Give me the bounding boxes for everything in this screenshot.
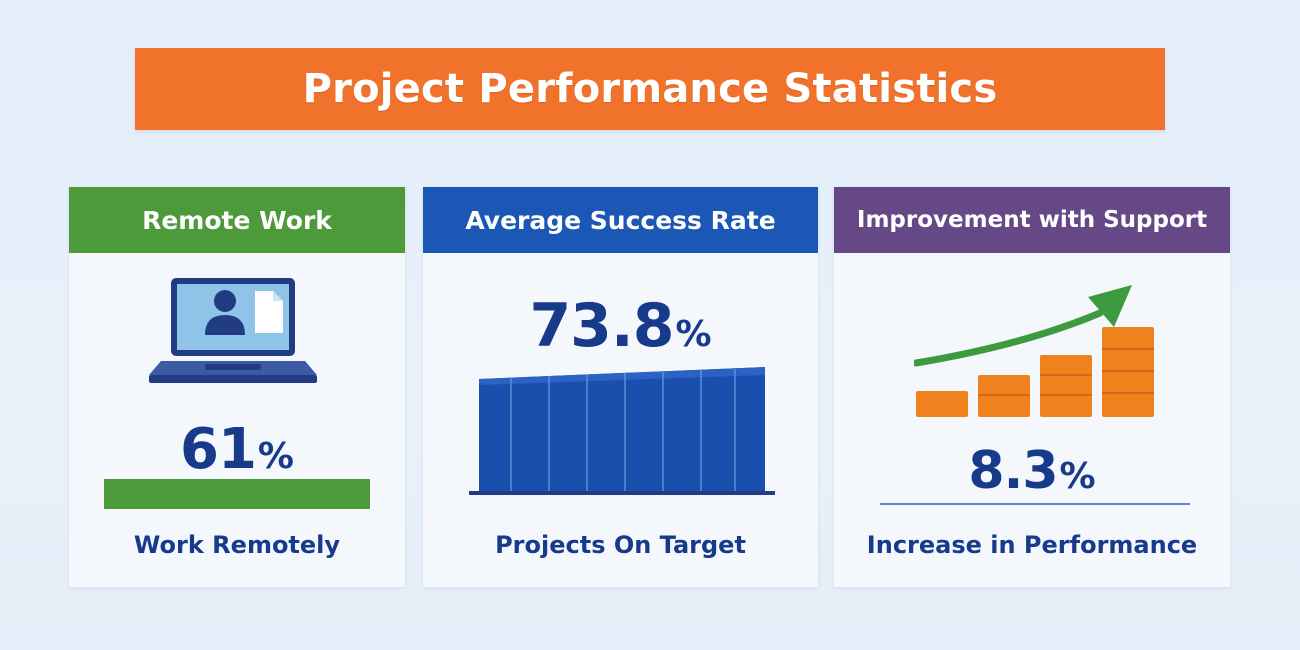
remote-caption: Work Remotely [133, 531, 341, 559]
card-header-remote: Remote Work [69, 187, 405, 253]
card-header-remote-label: Remote Work [142, 205, 332, 235]
title-banner: Project Performance Statistics [135, 48, 1165, 130]
success-value-number: 73.8 [529, 291, 674, 361]
card-header-improve: Improvement with Support [834, 187, 1230, 253]
card-header-improve-label: Improvement with Support [856, 207, 1208, 233]
improve-value-number: 8.3 [968, 441, 1058, 501]
card-header-success-label: Average Success Rate [465, 205, 776, 235]
laptop-user-icon [145, 275, 323, 395]
success-value-unit: % [675, 314, 712, 355]
page-title: Project Performance Statistics [302, 66, 998, 112]
remote-value: 61% [69, 417, 405, 482]
improve-value-unit: % [1059, 456, 1096, 497]
improve-value: 8.3% [834, 441, 1230, 501]
remote-value-number: 61 [179, 417, 257, 482]
success-value: 73.8% [423, 291, 818, 361]
card-header-success: Average Success Rate [423, 187, 818, 253]
improve-divider [880, 503, 1190, 505]
bar-block-icon [469, 365, 775, 501]
remote-value-unit: % [257, 436, 294, 477]
remote-progress-bar [104, 479, 370, 509]
card-success-rate: Average Success Rate 73.8% Projects On T… [423, 187, 818, 587]
improve-caption: Increase in Performance [866, 531, 1198, 559]
card-remote-work: Remote Work 61% Work Remotely [69, 187, 405, 587]
growth-chart-arrow-icon [912, 283, 1158, 425]
success-caption: Projects On Target [495, 531, 746, 559]
card-improvement: Improvement with Support 8.3% Increase i… [834, 187, 1230, 587]
